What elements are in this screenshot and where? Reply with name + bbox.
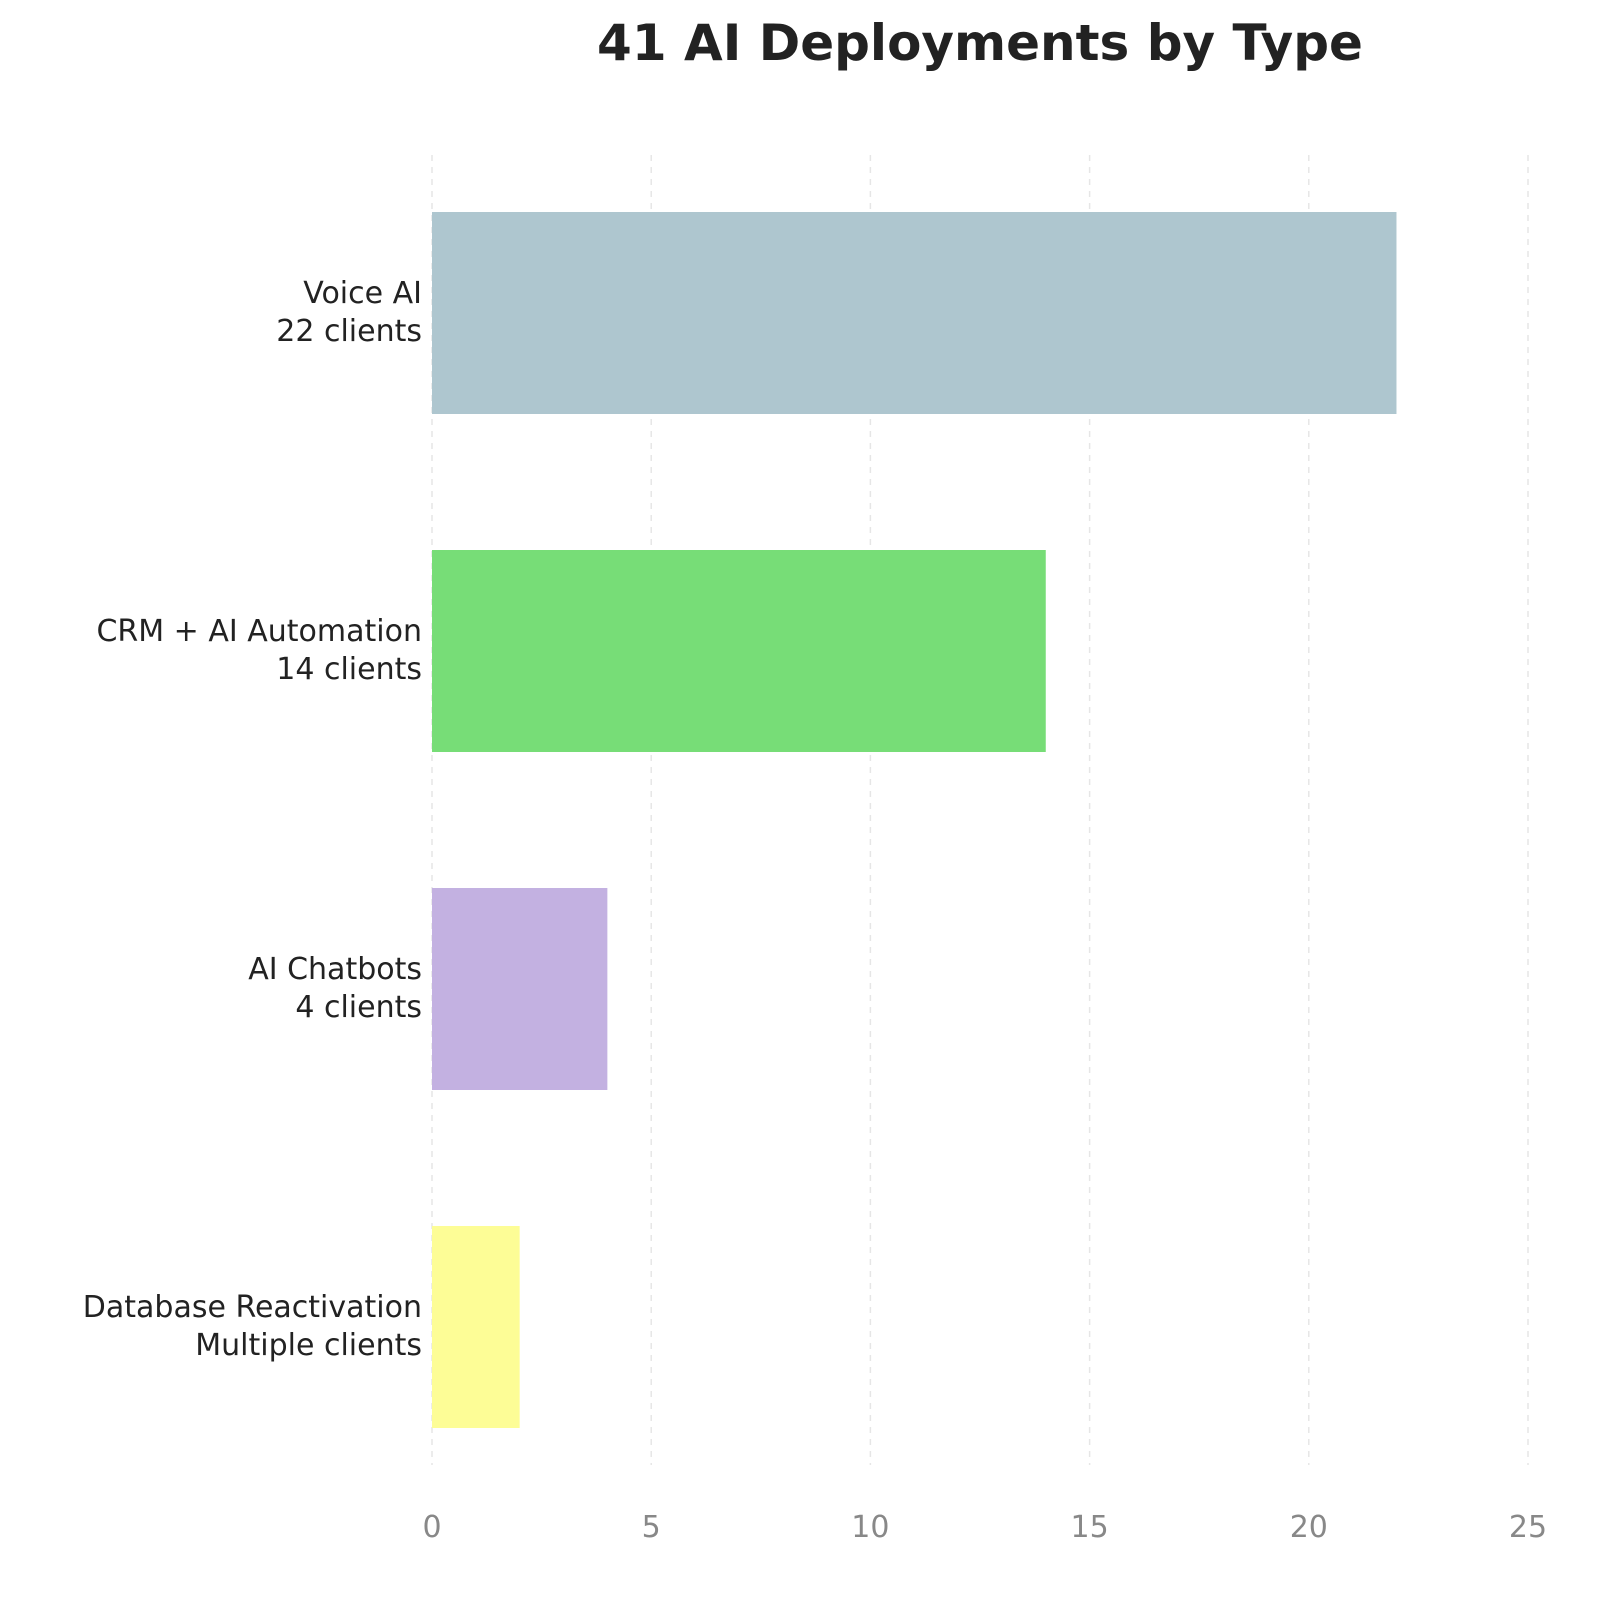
y-tick-label: AI Chatbots 4 clients: [248, 952, 422, 1025]
bar: [432, 888, 608, 1090]
y-tick-label: Voice AI 22 clients: [276, 276, 422, 349]
x-tick-label: 10: [851, 1510, 889, 1545]
bar: [432, 550, 1046, 752]
chart-title: 41 AI Deployments by Type: [597, 14, 1363, 72]
x-tick-label: 15: [1071, 1510, 1109, 1545]
x-tick-label: 20: [1290, 1510, 1328, 1545]
x-tick-label: 25: [1509, 1510, 1547, 1545]
x-tick-label: 0: [422, 1510, 441, 1545]
bar: [432, 212, 1397, 414]
y-tick-label: CRM + AI Automation 14 clients: [96, 614, 422, 687]
x-tick-label: 5: [642, 1510, 661, 1545]
y-tick-label: Database Reactivation Multiple clients: [82, 1290, 422, 1363]
bar: [432, 1226, 520, 1428]
